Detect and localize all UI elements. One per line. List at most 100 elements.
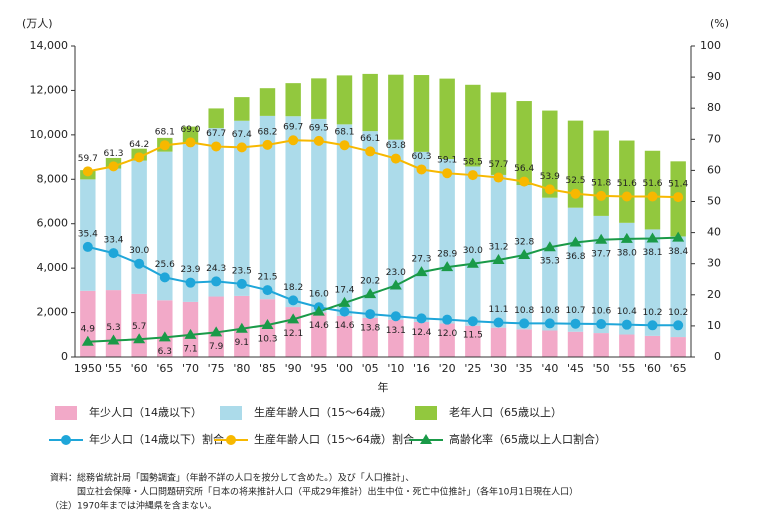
marker bbox=[339, 140, 350, 151]
marker bbox=[544, 318, 555, 329]
value-label: 53.9 bbox=[540, 172, 560, 182]
marker bbox=[236, 142, 247, 153]
bar bbox=[619, 140, 635, 223]
bar bbox=[593, 333, 609, 357]
y2-tick-label: 60 bbox=[707, 163, 721, 176]
value-label: 69.7 bbox=[283, 123, 303, 133]
marker bbox=[107, 334, 120, 345]
bar bbox=[465, 166, 481, 326]
y2-tick-label: 30 bbox=[707, 257, 721, 270]
y-tick-label: 12,000 bbox=[30, 83, 69, 96]
value-label: 18.2 bbox=[283, 283, 303, 293]
marker bbox=[288, 135, 299, 146]
marker bbox=[621, 191, 632, 202]
marker bbox=[158, 331, 171, 342]
bar bbox=[234, 120, 250, 296]
value-label: 60.3 bbox=[411, 152, 431, 162]
x-tick-label: '95 bbox=[310, 362, 327, 375]
bar bbox=[413, 75, 430, 152]
y2-tick-label: 50 bbox=[707, 195, 721, 208]
legend-swatch bbox=[415, 406, 437, 420]
bar bbox=[80, 179, 96, 291]
marker bbox=[415, 266, 428, 277]
bar bbox=[388, 139, 404, 320]
value-label: 67.7 bbox=[206, 129, 226, 139]
value-label: 17.4 bbox=[334, 285, 354, 295]
legend-swatch bbox=[420, 434, 432, 444]
bar bbox=[542, 197, 558, 331]
marker bbox=[365, 309, 376, 320]
value-label: 6.3 bbox=[158, 347, 172, 357]
x-tick-label: '55 bbox=[618, 362, 635, 375]
x-tick-label: '25 bbox=[464, 362, 481, 375]
value-label: 23.9 bbox=[180, 265, 200, 275]
marker bbox=[364, 288, 377, 299]
value-label: 57.7 bbox=[488, 160, 508, 170]
note: （注）1970年までは沖縄県を含まない。 bbox=[50, 500, 217, 512]
marker bbox=[133, 333, 146, 344]
y-tick-label: 6,000 bbox=[37, 217, 69, 230]
marker bbox=[620, 232, 633, 243]
marker bbox=[647, 320, 658, 331]
marker bbox=[312, 305, 325, 316]
bar bbox=[285, 116, 301, 308]
x-tick-label: '45 bbox=[567, 362, 584, 375]
marker bbox=[595, 233, 608, 244]
value-label: 10.8 bbox=[514, 306, 534, 316]
x-tick-label: '50 bbox=[593, 362, 610, 375]
marker bbox=[390, 153, 401, 164]
marker bbox=[288, 295, 299, 306]
value-label: 38.1 bbox=[642, 248, 662, 258]
marker bbox=[569, 236, 582, 247]
y-tick-label: 4,000 bbox=[37, 261, 69, 274]
bar bbox=[182, 142, 199, 302]
bar bbox=[157, 151, 173, 301]
y-tick-label: 8,000 bbox=[37, 172, 69, 185]
y-tick-label: 2,000 bbox=[37, 306, 69, 319]
value-label: 13.8 bbox=[360, 324, 380, 334]
value-label: 10.4 bbox=[617, 307, 637, 317]
value-label: 12.4 bbox=[411, 328, 431, 338]
value-label: 35.3 bbox=[540, 257, 560, 267]
marker bbox=[416, 164, 427, 175]
marker bbox=[210, 326, 223, 337]
marker bbox=[339, 306, 350, 317]
bar bbox=[362, 317, 378, 357]
value-label: 10.7 bbox=[565, 306, 585, 316]
x-tick-label: 1950 bbox=[74, 362, 102, 375]
marker bbox=[287, 313, 300, 324]
line bbox=[87, 236, 679, 343]
value-label: 59.7 bbox=[78, 154, 98, 164]
bar bbox=[670, 236, 686, 338]
marker bbox=[313, 135, 324, 146]
legend-label: 年少人口（14歳以下） bbox=[89, 405, 202, 419]
x-tick-label: '10 bbox=[387, 362, 404, 375]
bar bbox=[362, 73, 378, 132]
value-label: 23.0 bbox=[386, 268, 406, 278]
legend-label: 生産年齢人口（15～64歳）割合 bbox=[254, 432, 414, 446]
bar bbox=[439, 159, 455, 324]
marker bbox=[390, 311, 401, 322]
marker bbox=[673, 192, 684, 203]
value-label: 52.5 bbox=[565, 176, 585, 186]
value-label: 36.8 bbox=[565, 252, 585, 262]
value-label: 11.5 bbox=[463, 331, 483, 341]
value-label: 27.3 bbox=[411, 255, 431, 265]
bar bbox=[516, 329, 532, 357]
bar bbox=[208, 128, 224, 297]
marker bbox=[211, 141, 222, 152]
legend-label: 生産年齢人口（15～64歳） bbox=[254, 405, 392, 419]
marker bbox=[543, 241, 556, 252]
marker bbox=[108, 161, 119, 172]
value-label: 25.6 bbox=[155, 260, 175, 270]
value-label: 61.3 bbox=[103, 149, 123, 159]
marker bbox=[467, 316, 478, 327]
value-label: 20.2 bbox=[360, 277, 380, 287]
marker bbox=[134, 152, 145, 163]
value-label: 10.8 bbox=[540, 306, 560, 316]
bar bbox=[413, 151, 430, 322]
x-tick-label: '80 bbox=[233, 362, 250, 375]
bar bbox=[542, 330, 558, 357]
marker bbox=[544, 184, 555, 195]
marker bbox=[570, 188, 581, 199]
